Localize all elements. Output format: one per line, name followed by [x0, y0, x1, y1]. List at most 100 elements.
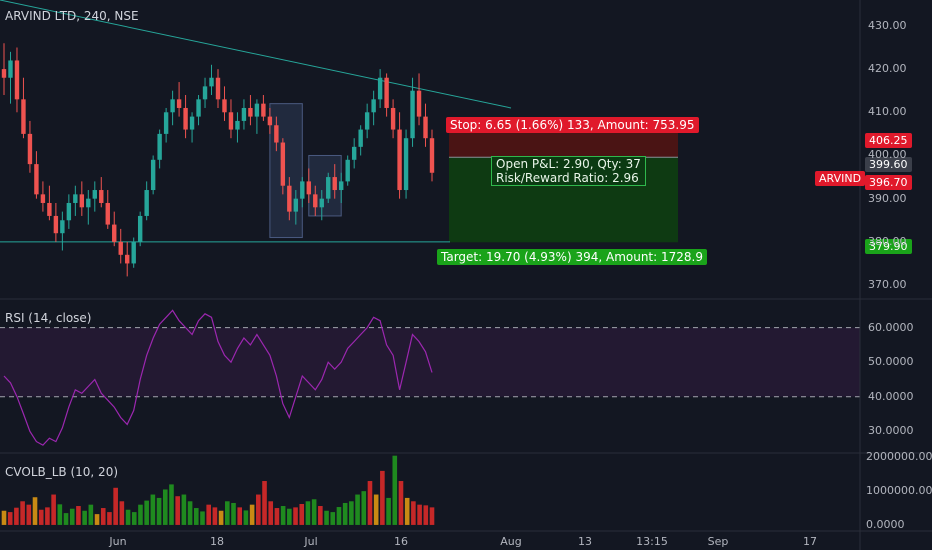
volume-bar: [336, 507, 342, 525]
volume-bar: [156, 497, 162, 525]
time-tick-label: Jun: [109, 535, 127, 548]
volume-bar: [131, 512, 137, 525]
candle-body: [267, 116, 273, 126]
volume-bar: [318, 506, 323, 525]
volume-bar: [262, 481, 267, 525]
candle-body: [99, 190, 104, 203]
volume-bar: [1, 510, 7, 525]
candle-body: [377, 77, 383, 100]
range-boxes: [269, 103, 342, 239]
candle-body: [397, 129, 402, 191]
time-tick-label: 17: [803, 535, 817, 548]
stop-label[interactable]: Stop: 6.65 (1.66%) 133, Amount: 753.95: [446, 117, 699, 133]
volume-bar: [200, 511, 205, 525]
volume-bar: [144, 500, 149, 525]
candle-body: [403, 138, 409, 191]
candle-body: [293, 198, 299, 212]
pl-box[interactable]: Open P&L: 2.90, Qty: 37 Risk/Reward Rati…: [491, 156, 646, 186]
candle-body: [8, 60, 13, 78]
volume-bars: [1, 455, 435, 525]
time-tick-label: Aug: [500, 535, 522, 548]
candle-body: [137, 215, 143, 242]
candle-body: [53, 215, 59, 234]
volume-bar: [398, 481, 404, 525]
rsi-tick-label: 40.0000: [868, 389, 914, 403]
stop-price-tag: 406.25: [865, 133, 912, 148]
volume-bar: [45, 507, 50, 525]
candle-body: [351, 146, 357, 160]
candle-body: [410, 90, 415, 139]
time-tick-label: 13: [578, 535, 592, 548]
candle-body: [423, 116, 428, 139]
volume-bar: [181, 494, 187, 525]
candle-body: [73, 194, 78, 203]
candle-body: [364, 112, 370, 130]
volume-bar: [324, 510, 329, 525]
candle-body: [189, 116, 195, 130]
candle-body: [261, 103, 266, 117]
candle-body: [163, 112, 169, 134]
volume-bar: [69, 508, 75, 525]
candle-body: [196, 99, 201, 117]
volume-bar: [193, 508, 199, 525]
candle-body: [313, 194, 318, 208]
candle-body: [34, 164, 39, 195]
candle-body: [228, 112, 234, 130]
volume-bar: [187, 501, 193, 525]
price-tick-label: 400.00: [868, 148, 907, 162]
price-tick-label: 430.00: [868, 18, 907, 32]
time-tick-label: 18: [210, 535, 224, 548]
target-label[interactable]: Target: 19.70 (4.93%) 394, Amount: 1728.…: [437, 249, 707, 265]
volume-bar: [107, 512, 112, 525]
candle-body: [248, 107, 253, 117]
candle-body: [287, 185, 292, 212]
candle-body: [170, 99, 175, 113]
candle-body: [319, 198, 324, 208]
candle-body: [429, 138, 435, 173]
price-tick-label: 410.00: [868, 105, 907, 119]
volume-bar: [417, 504, 422, 525]
price-tick-label: 380.00: [868, 234, 907, 248]
volume-bar: [386, 497, 391, 525]
candle-body: [150, 159, 156, 191]
time-tick-label: Jul: [304, 535, 318, 548]
rsi-tick-label: 50.0000: [868, 355, 914, 369]
candle-body: [235, 120, 240, 130]
volume-bar: [280, 506, 286, 525]
volume-bar: [274, 508, 280, 525]
target-price-tag: 379.90: [865, 239, 912, 254]
candle-body: [92, 190, 97, 199]
last-price-tag: 399.60: [865, 157, 912, 172]
volume-bar: [268, 501, 274, 525]
candle-body: [345, 159, 350, 182]
candle-body: [416, 90, 422, 117]
rsi-label: RSI (14, close): [5, 311, 92, 325]
candle-body: [79, 194, 85, 208]
volume-bar: [293, 507, 298, 525]
rsi-series: [0, 309, 860, 446]
volume-bar: [342, 502, 348, 525]
candle-body: [332, 177, 337, 191]
candle-body: [21, 99, 26, 134]
volume-bar: [82, 510, 87, 525]
candle-body: [27, 133, 33, 165]
candle-body: [176, 99, 182, 108]
volume-bar: [20, 501, 25, 525]
volume-bar: [249, 504, 255, 525]
volume-tick-label: 2000000.0000: [866, 450, 932, 464]
price-tick-label: 390.00: [868, 191, 907, 205]
volume-bar: [88, 504, 94, 525]
candle-body: [183, 107, 188, 130]
candle-body: [209, 77, 214, 87]
candle-body: [144, 190, 149, 216]
volume-bar: [361, 491, 367, 525]
time-tick-label: Sep: [707, 535, 729, 548]
volume-bar: [38, 509, 44, 525]
price-tick-label: 420.00: [868, 62, 907, 76]
pl-line-2: Risk/Reward Ratio: 2.96: [496, 171, 639, 185]
time-tick-label: 16: [394, 535, 408, 548]
volume-bar: [243, 510, 249, 525]
candle-body: [390, 107, 396, 130]
candle-body: [86, 198, 91, 208]
